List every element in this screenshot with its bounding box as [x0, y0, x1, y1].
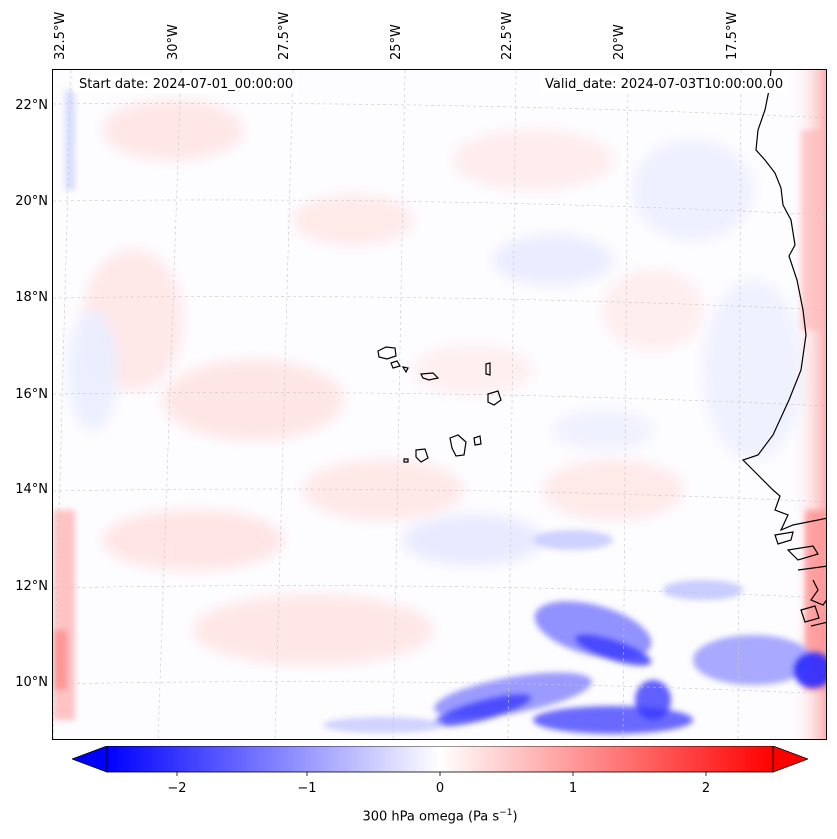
- left-edge-band: [53, 90, 75, 720]
- right-edge-strong: [801, 130, 826, 690]
- colorbar-tick-1: 1: [568, 781, 578, 796]
- colorbar-extend-min: [72, 746, 108, 773]
- colorbar-tick-minus-1: −1: [297, 781, 317, 796]
- lat-label-12n: 12°N: [15, 579, 48, 594]
- valid-date-label: Valid_date: 2024-07-03T10:00:00.00: [540, 76, 789, 93]
- blue-anomaly-south: [323, 530, 826, 734]
- lon-label-32-5w: 32.5°W: [53, 11, 68, 60]
- lat-label-10n: 10°N: [15, 675, 48, 690]
- lat-label-20n: 20°N: [15, 194, 48, 209]
- lat-label-18n: 18°N: [15, 290, 48, 305]
- lon-label-27-5w: 27.5°W: [277, 11, 292, 60]
- colorbar-tick-2: 2: [701, 781, 711, 796]
- lat-label-14n: 14°N: [15, 482, 48, 497]
- graticule: [53, 70, 826, 739]
- colorbar-extend-max: [772, 746, 808, 773]
- start-date-label: Start date: 2024-07-01_00:00:00: [74, 76, 299, 93]
- lon-label-20w: 20°W: [612, 24, 627, 60]
- lon-label-17-5w: 17.5°W: [725, 11, 740, 60]
- lon-label-25w: 25°W: [389, 24, 404, 60]
- cape-verde-islands: [377, 346, 502, 463]
- colorbar-label: 300 hPa omega (Pa s−1): [362, 808, 518, 825]
- colorbar-body: [106, 746, 774, 773]
- african-coastline: [741, 70, 826, 627]
- colorbar-tick-minus-2: −2: [167, 781, 187, 796]
- omega-field-patches: [68, 100, 803, 665]
- map-panel[interactable]: [52, 69, 827, 740]
- lat-label-22n: 22°N: [15, 98, 48, 113]
- lat-label-16n: 16°N: [15, 387, 48, 402]
- colorbar-tick-0: 0: [435, 781, 445, 796]
- colorbar: [72, 746, 808, 776]
- lon-label-22-5w: 22.5°W: [500, 11, 515, 60]
- lon-label-30w: 30°W: [166, 24, 181, 60]
